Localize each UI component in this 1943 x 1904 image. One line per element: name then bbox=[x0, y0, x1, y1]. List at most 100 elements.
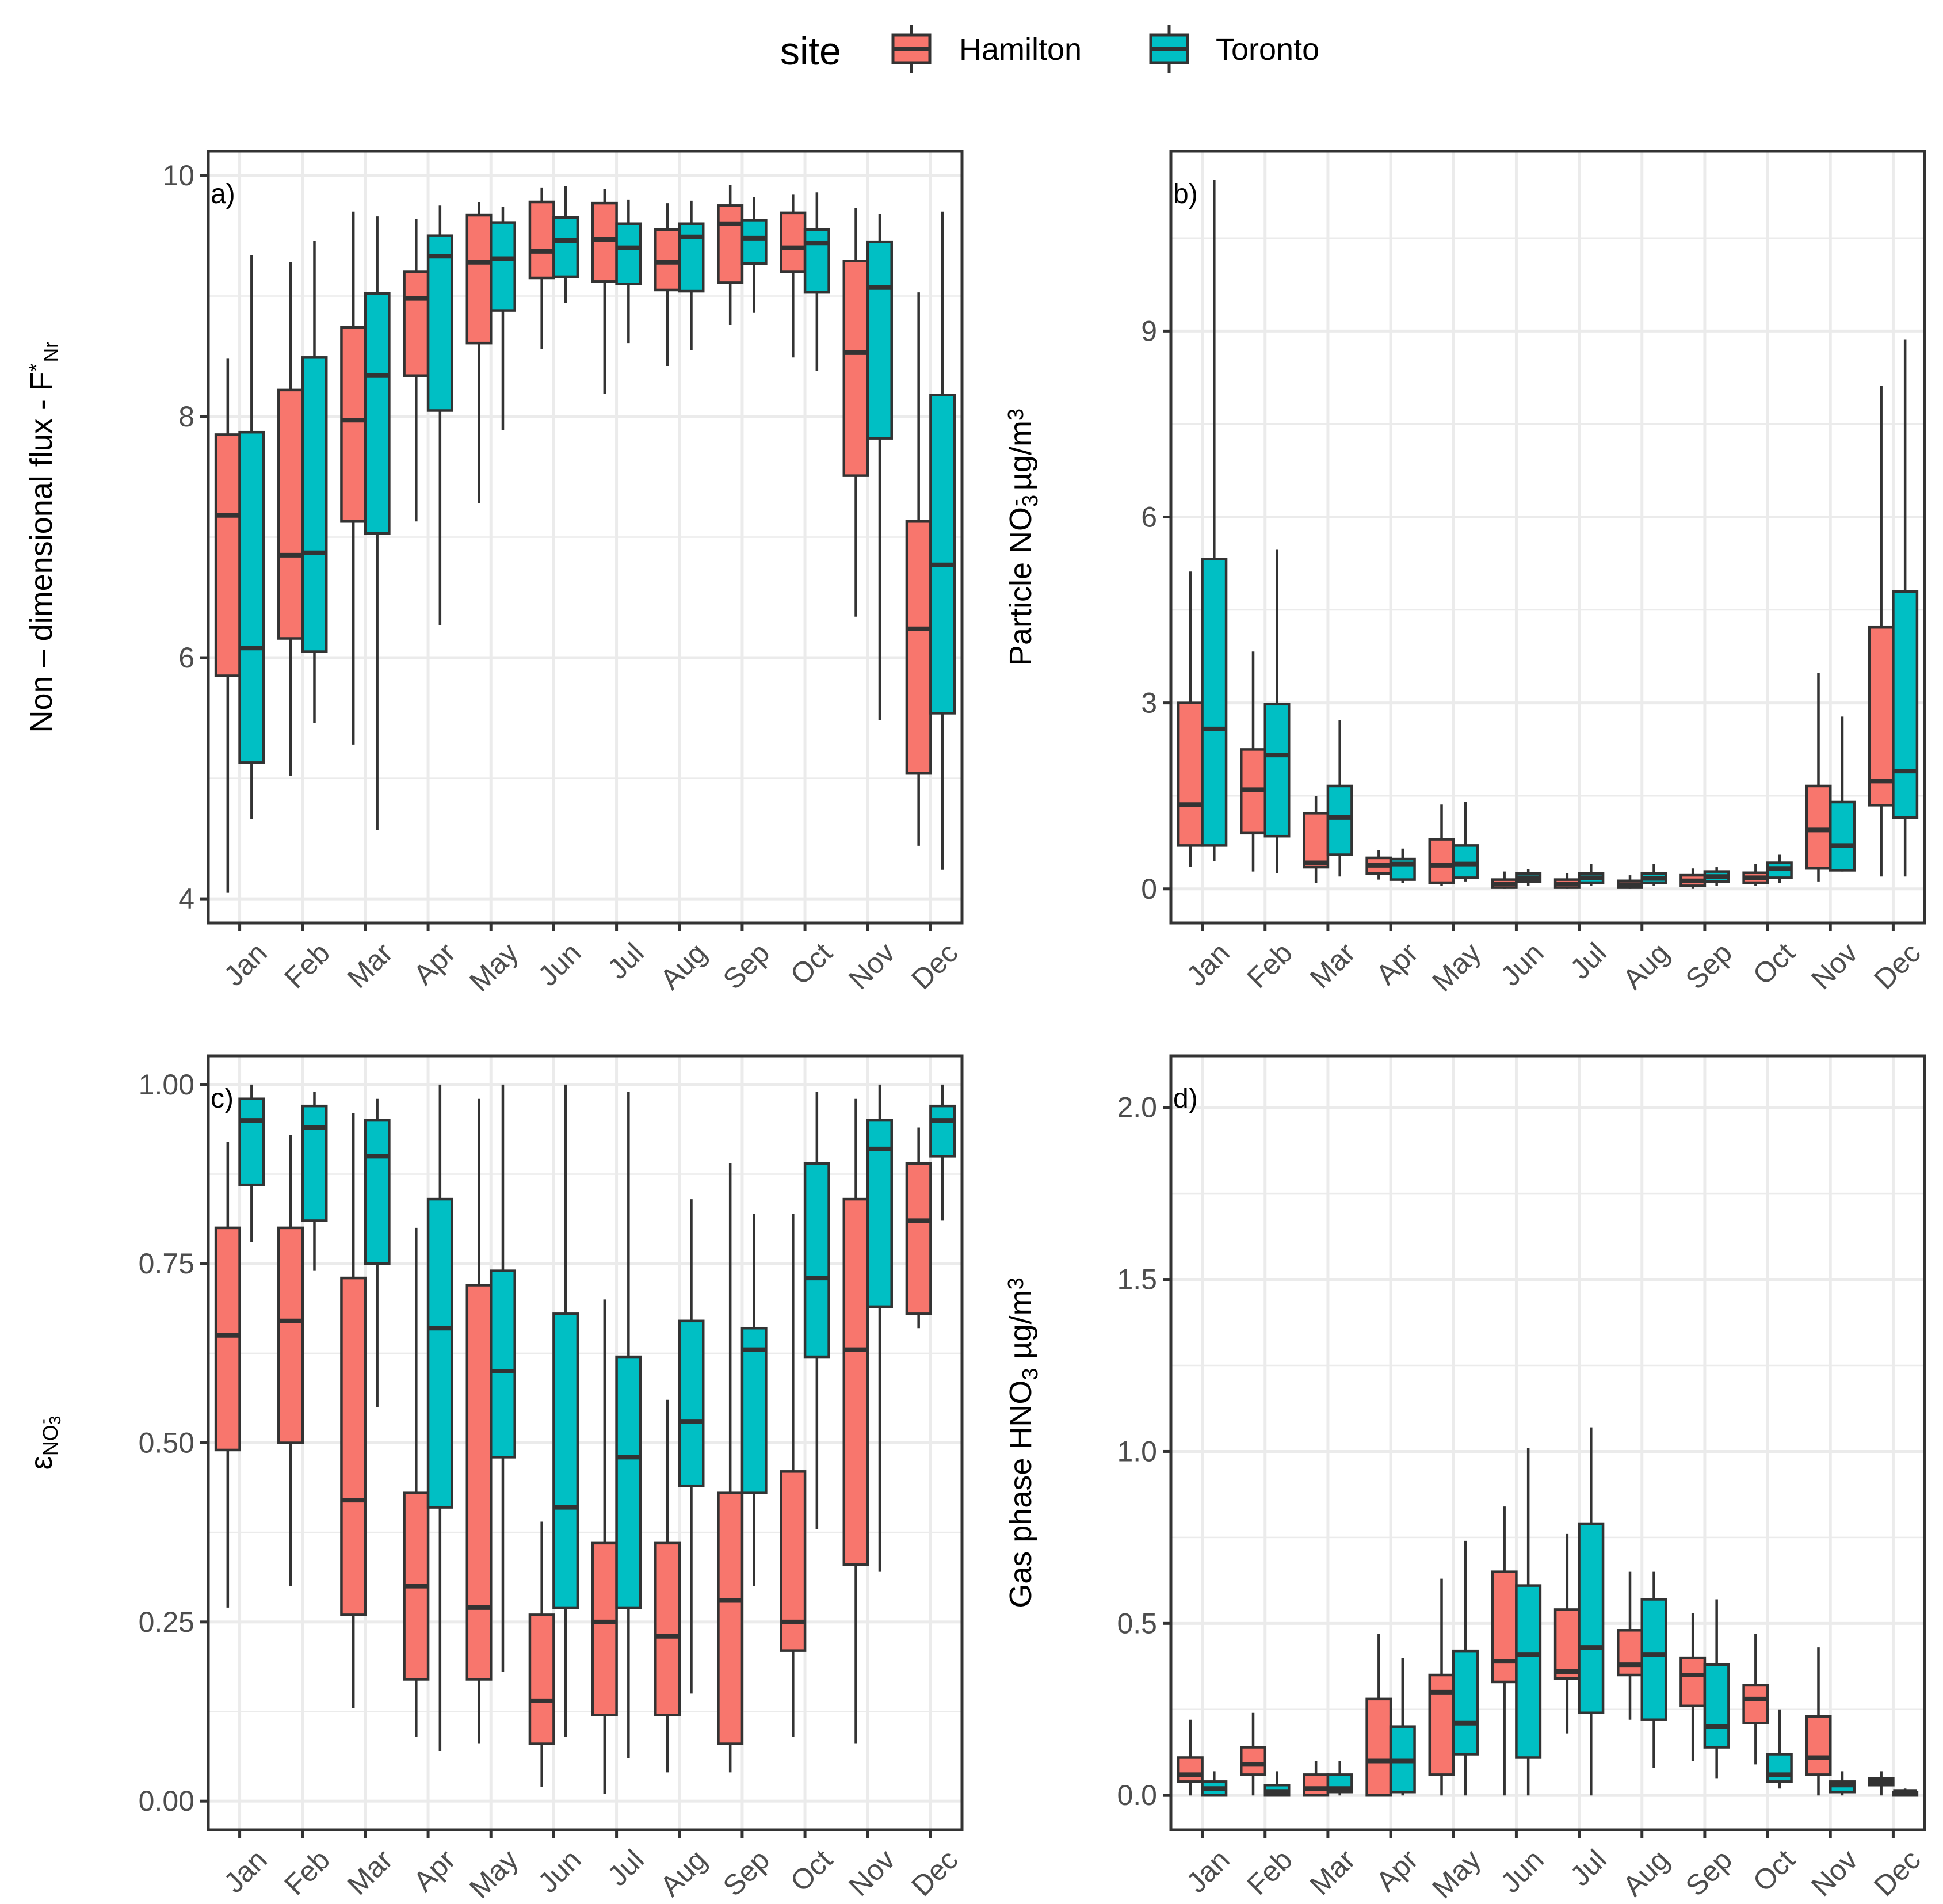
x-tick-label: Dec bbox=[1868, 1844, 1926, 1902]
box-toronto-jul bbox=[615, 199, 642, 344]
panel-border bbox=[1169, 150, 1926, 925]
box-hamilton-jun bbox=[528, 1521, 555, 1787]
box bbox=[1766, 1753, 1793, 1783]
box bbox=[591, 1541, 618, 1716]
x-tick-label: Oct bbox=[784, 937, 839, 991]
y-axis-title-part: Nr bbox=[40, 342, 62, 363]
panel-border bbox=[1169, 1054, 1926, 1831]
box-hamilton-jun bbox=[1491, 871, 1518, 889]
box bbox=[1617, 1629, 1643, 1677]
box-toronto-may bbox=[490, 207, 516, 430]
box bbox=[301, 1104, 328, 1222]
box-toronto-feb bbox=[1263, 1771, 1291, 1797]
box bbox=[803, 1162, 830, 1359]
box bbox=[866, 1119, 893, 1308]
y-axis-title-part: 3 bbox=[1004, 409, 1028, 421]
box-hamilton-dec bbox=[1868, 1771, 1895, 1796]
box bbox=[1365, 1697, 1392, 1797]
box-hamilton-nov bbox=[1805, 673, 1832, 882]
box bbox=[1177, 701, 1204, 847]
panel-tag: b) bbox=[1173, 179, 1198, 209]
box-toronto-sep bbox=[740, 1213, 768, 1586]
x-tick-label: Jan bbox=[1180, 937, 1236, 993]
box bbox=[528, 200, 555, 280]
box bbox=[654, 228, 681, 292]
box-hamilton-apr bbox=[403, 1227, 430, 1737]
y-tick-label: 6 bbox=[178, 642, 194, 674]
box bbox=[780, 211, 807, 273]
box-hamilton-nov bbox=[842, 1098, 869, 1744]
box-toronto-nov bbox=[866, 1084, 893, 1572]
box-toronto-apr bbox=[1389, 1658, 1416, 1796]
box-hamilton-mar bbox=[1303, 1761, 1330, 1797]
box-hamilton-may bbox=[465, 202, 493, 503]
box-toronto-oct bbox=[1766, 1709, 1793, 1789]
x-tick-label: Mar bbox=[1304, 937, 1361, 994]
box bbox=[1452, 1649, 1479, 1756]
y-tick-label: 0.25 bbox=[139, 1606, 194, 1638]
box-hamilton-may bbox=[1428, 1578, 1455, 1796]
box bbox=[842, 1197, 869, 1566]
box-hamilton-sep bbox=[1679, 1613, 1707, 1761]
y-axis-title-part: Non – dimensional flux - F bbox=[24, 372, 59, 732]
x-tick-label: Aug bbox=[1616, 937, 1675, 996]
box-hamilton-mar bbox=[1303, 796, 1330, 883]
y-tick-label: 0.50 bbox=[139, 1427, 194, 1459]
x-tick-label: May bbox=[1426, 937, 1487, 998]
panel-b: 0 3 6 9 Jan Feb Mar Apr May Jun Jul Aug Sep Oct Nov Dec… bbox=[1003, 150, 1927, 998]
x-tick-label: Apr bbox=[1370, 937, 1425, 991]
box-hamilton-nov bbox=[1805, 1647, 1832, 1796]
box-toronto-nov bbox=[866, 213, 893, 720]
box-hamilton-may bbox=[1428, 804, 1455, 886]
box-toronto-dec bbox=[1892, 339, 1919, 877]
x-tick-label: Jul bbox=[1564, 1844, 1613, 1892]
box bbox=[364, 292, 391, 535]
y-tick-label: 4 bbox=[178, 883, 194, 915]
box-toronto-sep bbox=[740, 197, 768, 313]
y-axis-title-part: µg/m bbox=[1003, 421, 1038, 499]
box-toronto-nov bbox=[1829, 1771, 1856, 1796]
x-tick-label: Apr bbox=[1370, 1844, 1425, 1898]
y-axis-title-part: Gas phase HNO bbox=[1003, 1380, 1038, 1608]
box bbox=[1303, 1773, 1330, 1797]
box-toronto-apr bbox=[426, 1084, 453, 1752]
x-tick-label: Apr bbox=[407, 937, 462, 991]
box-hamilton-mar bbox=[340, 211, 367, 745]
legend-label-hamilton: Hamilton bbox=[959, 32, 1082, 67]
box bbox=[1326, 784, 1353, 856]
plot-background bbox=[1171, 1056, 1925, 1830]
box-toronto-feb bbox=[1263, 549, 1291, 873]
x-tick-label: Jul bbox=[601, 937, 650, 986]
y-tick-label: 6 bbox=[1141, 501, 1157, 533]
x-tick-label: Nov bbox=[1805, 1844, 1864, 1902]
panel-tag: c) bbox=[211, 1083, 234, 1114]
x-tick-label: Feb bbox=[278, 1844, 336, 1902]
box-toronto-jul bbox=[1578, 1427, 1605, 1796]
y-tick-label: 0.75 bbox=[139, 1247, 194, 1280]
y-axis-title: Particle NO3- µg/m3 bbox=[1003, 409, 1043, 666]
box bbox=[426, 234, 453, 412]
y-tick-label: 3 bbox=[1141, 687, 1157, 719]
y-axis-title-part: NO bbox=[39, 1425, 62, 1456]
box-toronto-jul bbox=[1578, 864, 1605, 886]
x-tick-label: Sep bbox=[717, 1844, 776, 1903]
box-toronto-jul bbox=[615, 1092, 642, 1758]
box-toronto-jun bbox=[1515, 869, 1542, 886]
box-hamilton-oct bbox=[780, 1213, 807, 1737]
y-axis-title-part: - bbox=[34, 1418, 52, 1424]
box-toronto-oct bbox=[1766, 854, 1793, 883]
legend-key-hamilton bbox=[891, 25, 932, 73]
y-tick-label: 0.5 bbox=[1117, 1607, 1157, 1639]
box bbox=[905, 520, 932, 775]
x-tick-label: Oct bbox=[1747, 937, 1801, 991]
box bbox=[1742, 1684, 1769, 1724]
box-toronto-jan bbox=[1201, 1771, 1228, 1797]
y-tick-label: 8 bbox=[178, 400, 194, 433]
box bbox=[1240, 1746, 1266, 1776]
box bbox=[403, 270, 430, 377]
y-axis-title-part: Particle NO bbox=[1003, 507, 1038, 666]
y-axis-title-part: - bbox=[1003, 499, 1028, 506]
box-hamilton-dec bbox=[905, 1127, 932, 1329]
box-hamilton-apr bbox=[403, 219, 430, 522]
box bbox=[1640, 1598, 1667, 1721]
